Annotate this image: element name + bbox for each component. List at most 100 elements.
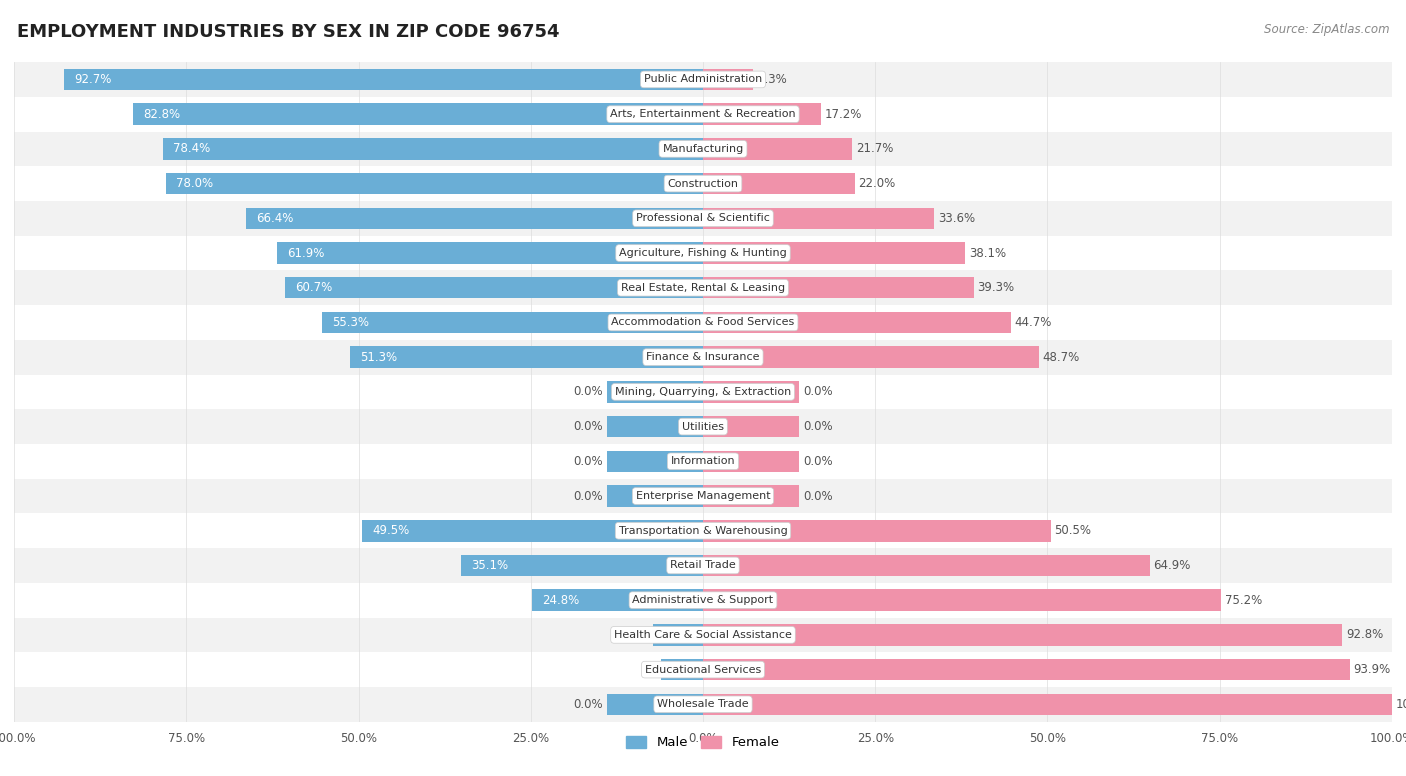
Bar bbox=[703, 277, 974, 299]
Bar bbox=[654, 624, 703, 646]
Text: 24.8%: 24.8% bbox=[543, 594, 579, 607]
Bar bbox=[163, 138, 703, 160]
Text: Utilities: Utilities bbox=[682, 421, 724, 431]
Bar bbox=[14, 514, 1392, 548]
Text: 64.9%: 64.9% bbox=[1153, 559, 1191, 572]
Bar bbox=[246, 207, 703, 229]
Bar bbox=[703, 138, 852, 160]
Text: 48.7%: 48.7% bbox=[1042, 351, 1080, 364]
Bar bbox=[14, 62, 1392, 97]
Bar bbox=[606, 694, 703, 715]
Text: 17.2%: 17.2% bbox=[825, 108, 862, 120]
Bar bbox=[606, 485, 703, 507]
Bar bbox=[703, 103, 821, 125]
Text: Enterprise Management: Enterprise Management bbox=[636, 491, 770, 501]
Bar bbox=[14, 166, 1392, 201]
Bar bbox=[703, 659, 1350, 681]
Text: Finance & Insurance: Finance & Insurance bbox=[647, 352, 759, 362]
Bar bbox=[277, 242, 703, 264]
Bar bbox=[531, 590, 703, 611]
Bar bbox=[14, 444, 1392, 479]
Bar bbox=[703, 346, 1039, 368]
Bar bbox=[166, 173, 703, 194]
Text: 0.0%: 0.0% bbox=[574, 490, 603, 503]
Bar bbox=[14, 479, 1392, 514]
Text: 61.9%: 61.9% bbox=[287, 247, 325, 259]
Bar bbox=[132, 103, 703, 125]
Text: 75.2%: 75.2% bbox=[1225, 594, 1261, 607]
Text: Educational Services: Educational Services bbox=[645, 664, 761, 674]
Text: EMPLOYMENT INDUSTRIES BY SEX IN ZIP CODE 96754: EMPLOYMENT INDUSTRIES BY SEX IN ZIP CODE… bbox=[17, 23, 560, 41]
Bar bbox=[14, 687, 1392, 722]
Text: 39.3%: 39.3% bbox=[977, 281, 1014, 294]
Bar bbox=[14, 618, 1392, 653]
Bar bbox=[703, 68, 754, 90]
Bar bbox=[703, 694, 1392, 715]
Text: Agriculture, Fishing & Hunting: Agriculture, Fishing & Hunting bbox=[619, 248, 787, 258]
Bar bbox=[14, 270, 1392, 305]
Text: Wholesale Trade: Wholesale Trade bbox=[657, 699, 749, 709]
Bar bbox=[65, 68, 703, 90]
Bar bbox=[703, 416, 800, 438]
Text: 0.0%: 0.0% bbox=[803, 386, 832, 398]
Text: 92.8%: 92.8% bbox=[1346, 629, 1384, 642]
Bar bbox=[14, 653, 1392, 687]
Bar bbox=[703, 485, 800, 507]
Bar bbox=[14, 305, 1392, 340]
Bar bbox=[14, 583, 1392, 618]
Text: 33.6%: 33.6% bbox=[938, 212, 974, 225]
Text: Mining, Quarrying, & Extraction: Mining, Quarrying, & Extraction bbox=[614, 387, 792, 397]
Text: Accommodation & Food Services: Accommodation & Food Services bbox=[612, 317, 794, 327]
Bar bbox=[14, 201, 1392, 236]
Text: Construction: Construction bbox=[668, 178, 738, 189]
Text: Source: ZipAtlas.com: Source: ZipAtlas.com bbox=[1264, 23, 1389, 36]
Bar bbox=[14, 548, 1392, 583]
Text: Health Care & Social Assistance: Health Care & Social Assistance bbox=[614, 630, 792, 640]
Bar bbox=[703, 590, 1220, 611]
Text: 60.7%: 60.7% bbox=[295, 281, 332, 294]
Text: 0.0%: 0.0% bbox=[574, 455, 603, 468]
Bar bbox=[285, 277, 703, 299]
Bar bbox=[14, 340, 1392, 375]
Bar bbox=[322, 312, 703, 333]
Text: Manufacturing: Manufacturing bbox=[662, 144, 744, 154]
Text: 22.0%: 22.0% bbox=[858, 177, 896, 190]
Text: Information: Information bbox=[671, 456, 735, 466]
Text: 0.0%: 0.0% bbox=[574, 386, 603, 398]
Text: 51.3%: 51.3% bbox=[360, 351, 396, 364]
Text: 7.2%: 7.2% bbox=[664, 629, 693, 642]
Text: 0.0%: 0.0% bbox=[574, 420, 603, 433]
Text: 93.9%: 93.9% bbox=[1354, 663, 1391, 676]
Text: Public Administration: Public Administration bbox=[644, 74, 762, 85]
Text: 78.0%: 78.0% bbox=[176, 177, 214, 190]
Text: 49.5%: 49.5% bbox=[373, 525, 409, 537]
Text: 0.0%: 0.0% bbox=[803, 455, 832, 468]
Text: Real Estate, Rental & Leasing: Real Estate, Rental & Leasing bbox=[621, 282, 785, 293]
Bar bbox=[703, 381, 800, 403]
Bar bbox=[361, 520, 703, 542]
Bar bbox=[14, 375, 1392, 409]
Bar bbox=[14, 131, 1392, 166]
Bar bbox=[14, 409, 1392, 444]
Bar bbox=[14, 97, 1392, 131]
Bar bbox=[703, 520, 1050, 542]
Bar bbox=[606, 416, 703, 438]
Text: 35.1%: 35.1% bbox=[471, 559, 509, 572]
Text: 50.5%: 50.5% bbox=[1054, 525, 1091, 537]
Bar bbox=[703, 555, 1150, 577]
Bar bbox=[703, 207, 935, 229]
Text: Arts, Entertainment & Recreation: Arts, Entertainment & Recreation bbox=[610, 109, 796, 120]
Text: 21.7%: 21.7% bbox=[856, 142, 893, 155]
Bar bbox=[14, 236, 1392, 270]
Text: 66.4%: 66.4% bbox=[256, 212, 294, 225]
Text: 82.8%: 82.8% bbox=[143, 108, 180, 120]
Bar bbox=[703, 624, 1343, 646]
Bar bbox=[703, 242, 966, 264]
Text: Professional & Scientific: Professional & Scientific bbox=[636, 213, 770, 223]
Text: 78.4%: 78.4% bbox=[173, 142, 211, 155]
Text: 6.1%: 6.1% bbox=[671, 663, 702, 676]
Bar bbox=[606, 381, 703, 403]
Bar bbox=[703, 312, 1011, 333]
Text: 38.1%: 38.1% bbox=[969, 247, 1007, 259]
Bar bbox=[703, 451, 800, 472]
